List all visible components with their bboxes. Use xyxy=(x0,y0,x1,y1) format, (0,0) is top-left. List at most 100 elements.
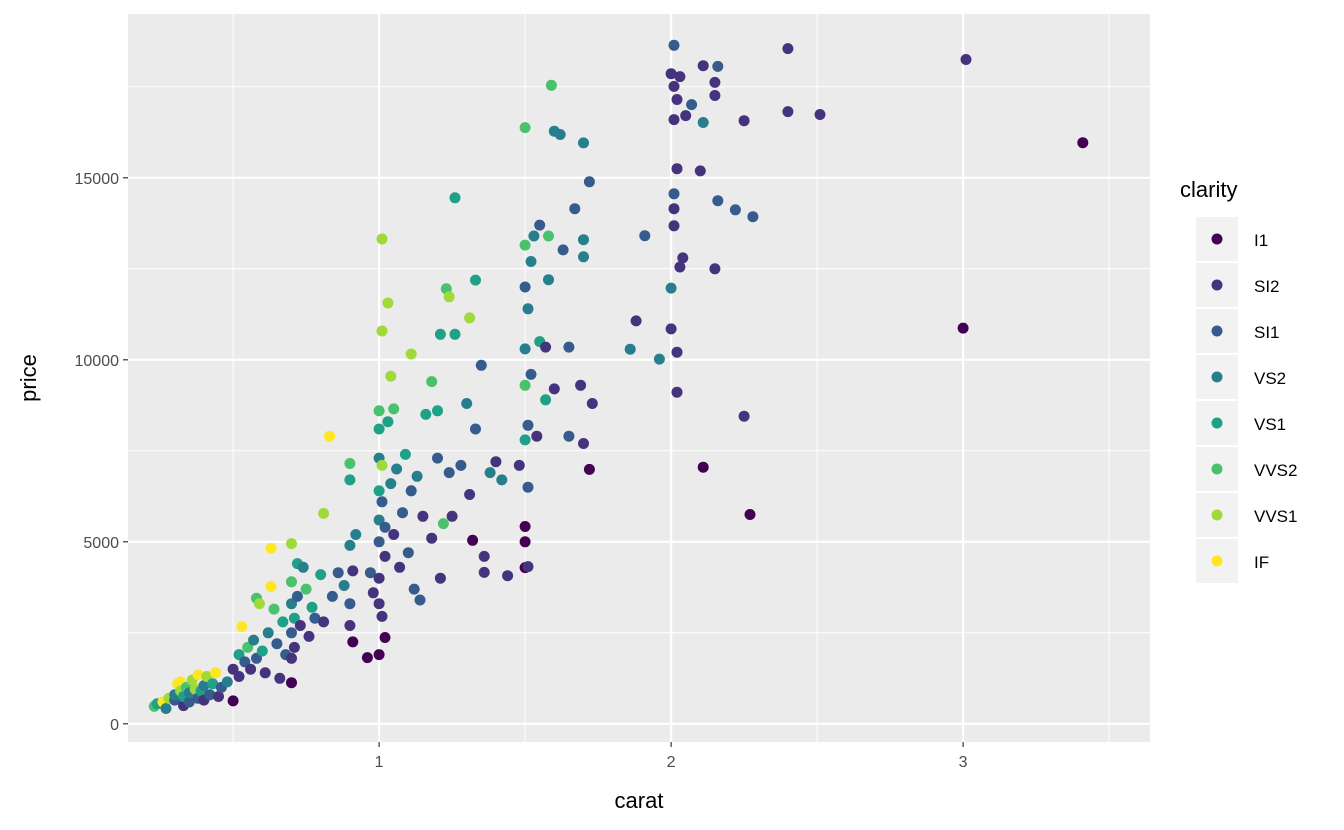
data-point xyxy=(306,601,318,613)
data-point xyxy=(680,110,692,122)
data-point xyxy=(449,328,461,340)
data-point xyxy=(578,234,589,246)
data-point xyxy=(540,394,552,406)
data-point xyxy=(563,341,575,353)
data-point xyxy=(674,261,686,273)
data-point xyxy=(385,478,397,490)
data-point xyxy=(318,507,330,519)
data-point xyxy=(957,322,969,334)
data-point xyxy=(729,204,741,216)
data-point xyxy=(455,459,467,471)
data-point xyxy=(388,529,400,540)
data-point xyxy=(490,456,502,468)
data-point xyxy=(379,632,391,643)
data-point xyxy=(519,434,531,446)
data-point xyxy=(668,220,680,232)
data-point xyxy=(583,176,595,188)
data-point xyxy=(201,671,213,682)
data-point xyxy=(522,303,534,315)
data-point xyxy=(376,496,388,508)
data-point xyxy=(373,598,385,610)
data-point xyxy=(668,203,680,215)
data-point xyxy=(674,71,686,83)
data-point xyxy=(376,325,388,337)
data-point xyxy=(221,676,233,688)
data-point xyxy=(207,678,219,690)
data-point xyxy=(709,76,721,88)
data-point xyxy=(543,230,554,242)
data-point xyxy=(391,463,403,475)
data-point xyxy=(426,532,438,544)
data-point xyxy=(376,610,388,622)
data-point xyxy=(449,192,461,204)
legend-key-point xyxy=(1211,509,1223,521)
data-point xyxy=(227,695,239,707)
data-point xyxy=(361,652,373,664)
data-point xyxy=(665,68,677,80)
data-point xyxy=(300,583,312,595)
data-point xyxy=(540,341,552,353)
data-point xyxy=(671,386,683,398)
data-point xyxy=(432,452,443,464)
data-point xyxy=(686,99,698,111)
data-point xyxy=(709,90,721,101)
data-point xyxy=(519,122,531,134)
data-point xyxy=(286,576,297,588)
data-point xyxy=(318,616,330,628)
y-tick-label: 15000 xyxy=(75,171,120,188)
data-point xyxy=(288,612,300,624)
data-point xyxy=(367,587,379,599)
data-point xyxy=(373,423,385,435)
data-point xyxy=(578,251,589,263)
legend-key-point xyxy=(1211,463,1223,475)
data-point xyxy=(697,117,709,128)
data-point xyxy=(227,663,239,675)
data-point xyxy=(338,580,350,591)
legend-key-point xyxy=(1211,371,1223,383)
data-point xyxy=(160,703,172,714)
data-point xyxy=(782,106,794,118)
data-point xyxy=(960,54,972,65)
data-point xyxy=(697,461,709,473)
data-point xyxy=(265,581,277,593)
data-point xyxy=(563,430,575,442)
data-point xyxy=(332,567,344,579)
data-point xyxy=(461,398,473,409)
data-point xyxy=(747,211,759,223)
data-point xyxy=(519,281,531,293)
data-point xyxy=(286,598,297,610)
data-point xyxy=(668,188,680,200)
data-point xyxy=(443,291,455,303)
data-point xyxy=(575,379,587,391)
data-point xyxy=(467,534,479,546)
data-point xyxy=(519,239,531,251)
data-point xyxy=(265,542,277,554)
data-point xyxy=(522,561,534,573)
data-point xyxy=(315,569,327,581)
data-point xyxy=(379,521,391,533)
data-point xyxy=(697,60,709,72)
data-point xyxy=(522,419,534,431)
data-point xyxy=(192,669,204,681)
data-point xyxy=(373,485,385,497)
data-point xyxy=(475,359,487,371)
data-point xyxy=(379,550,391,562)
data-point xyxy=(394,561,406,573)
data-point xyxy=(297,561,309,573)
data-point xyxy=(744,509,756,520)
legend-label: SI2 xyxy=(1254,277,1280,296)
data-point xyxy=(294,620,306,631)
data-point xyxy=(578,438,589,449)
data-point xyxy=(434,572,446,584)
data-point xyxy=(426,376,438,388)
data-point xyxy=(668,39,680,51)
data-point xyxy=(712,60,724,72)
data-point xyxy=(554,129,566,140)
data-point xyxy=(344,598,356,610)
data-point xyxy=(470,423,481,435)
data-point xyxy=(522,481,534,493)
legend-label: IF xyxy=(1254,553,1269,572)
legend-label: VVS1 xyxy=(1254,507,1297,526)
data-point xyxy=(653,353,665,365)
